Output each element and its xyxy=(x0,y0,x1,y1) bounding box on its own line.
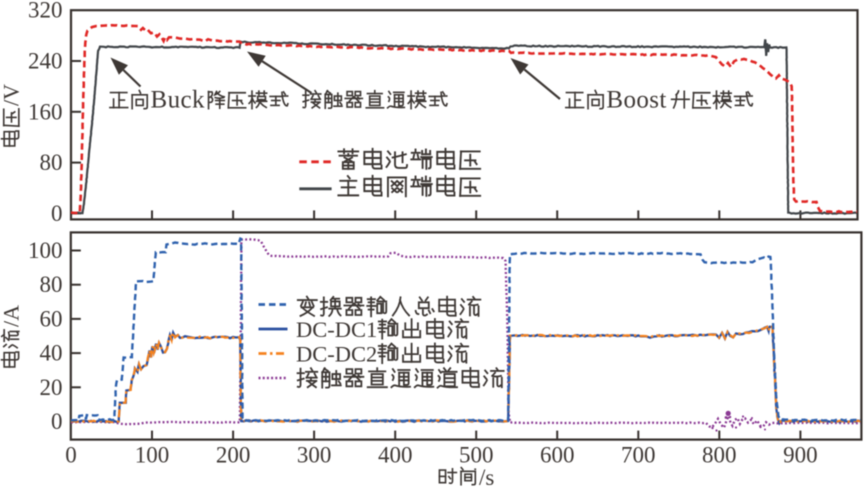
svg-text:160: 160 xyxy=(28,99,63,124)
svg-text:0: 0 xyxy=(51,409,63,434)
svg-text:500: 500 xyxy=(459,443,494,468)
svg-text:320: 320 xyxy=(28,0,63,23)
svg-text:0: 0 xyxy=(65,443,77,468)
svg-text:100: 100 xyxy=(135,443,170,468)
svg-text:80: 80 xyxy=(40,272,63,297)
svg-text:0: 0 xyxy=(51,201,63,226)
svg-text:200: 200 xyxy=(216,443,251,468)
svg-text:20: 20 xyxy=(40,375,63,400)
svg-text:60: 60 xyxy=(40,306,63,331)
svg-text:600: 600 xyxy=(540,443,575,468)
svg-text:Boost: Boost xyxy=(606,87,666,114)
svg-text:DC-DC2: DC-DC2 xyxy=(296,342,377,367)
svg-text:/s: /s xyxy=(479,465,494,490)
svg-text:Buck: Buck xyxy=(151,87,205,114)
svg-text:900: 900 xyxy=(783,443,818,468)
svg-text:400: 400 xyxy=(378,443,413,468)
svg-text:40: 40 xyxy=(40,341,63,366)
svg-text:240: 240 xyxy=(28,49,63,74)
svg-text:800: 800 xyxy=(702,443,737,468)
svg-text:700: 700 xyxy=(621,443,656,468)
svg-text:DC-DC1: DC-DC1 xyxy=(296,317,377,342)
svg-text:/A: /A xyxy=(0,305,24,327)
svg-text:80: 80 xyxy=(40,150,63,175)
svg-text:/V: /V xyxy=(0,84,24,106)
svg-text:300: 300 xyxy=(297,443,332,468)
svg-text:100: 100 xyxy=(28,238,63,263)
